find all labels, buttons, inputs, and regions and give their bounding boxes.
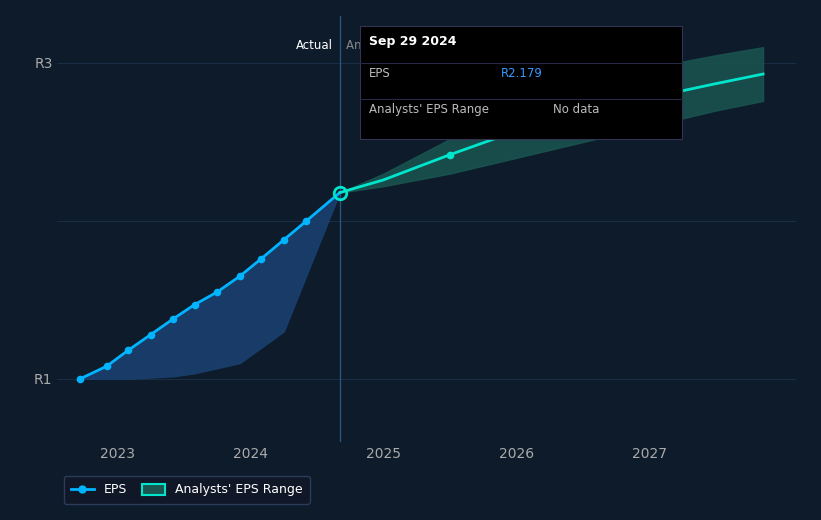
Text: Actual: Actual — [296, 40, 333, 53]
Text: R2.179: R2.179 — [501, 67, 543, 80]
FancyBboxPatch shape — [360, 26, 682, 139]
Text: Analysts Forecasts: Analysts Forecasts — [346, 40, 456, 53]
Text: No data: No data — [553, 103, 599, 116]
Text: EPS: EPS — [369, 67, 391, 80]
Legend: EPS, Analysts' EPS Range: EPS, Analysts' EPS Range — [64, 476, 310, 504]
Text: Analysts' EPS Range: Analysts' EPS Range — [369, 103, 489, 116]
Text: Sep 29 2024: Sep 29 2024 — [369, 35, 456, 48]
